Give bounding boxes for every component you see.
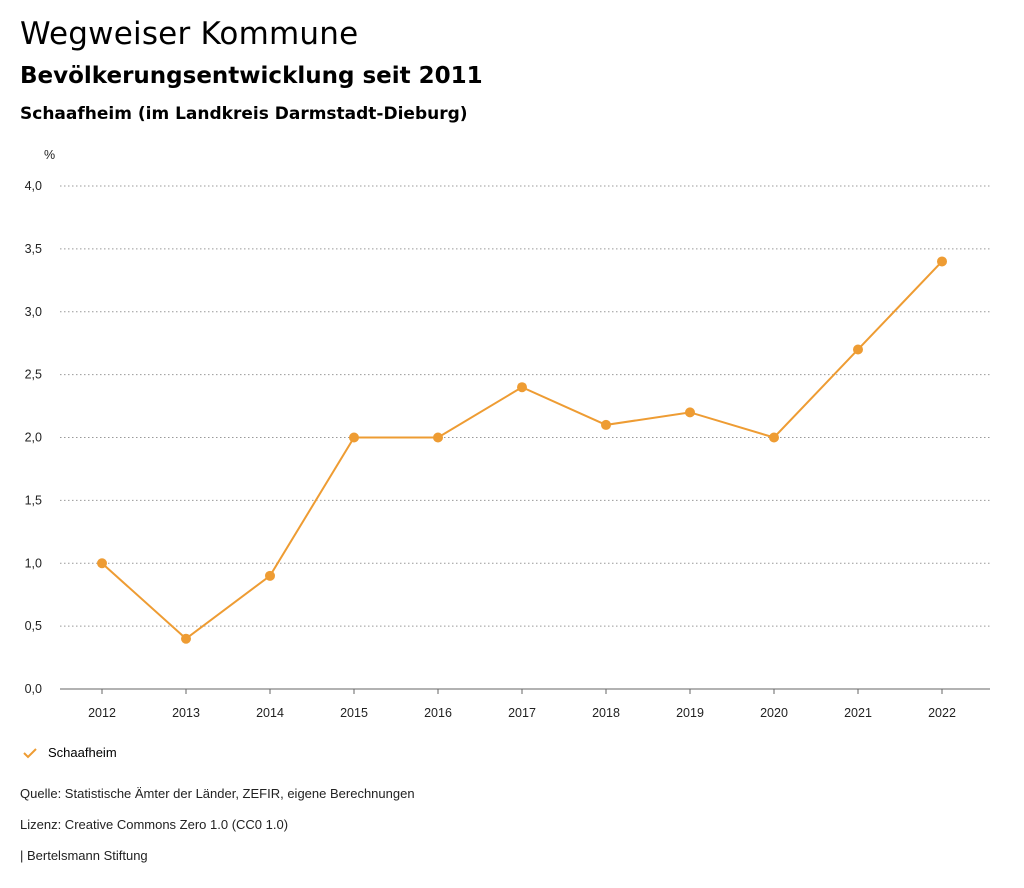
x-tick-label: 2020	[760, 706, 788, 720]
x-tick-label: 2019	[676, 706, 704, 720]
chart-subtitle: Bevölkerungsentwicklung seit 2011	[20, 63, 483, 89]
source-note: Quelle: Statistische Ämter der Länder, Z…	[20, 786, 415, 801]
data-point[interactable]	[181, 633, 191, 644]
x-tick-label: 2021	[844, 706, 872, 720]
data-point[interactable]	[433, 432, 443, 443]
y-tick-label: 2,0	[25, 431, 42, 445]
x-tick-label: 2012	[88, 706, 116, 720]
y-tick-label: 2,5	[25, 368, 42, 382]
x-axis-ticks: 2012 2013 2014 2015 2016 2017 2018 2019 2020 2021…	[88, 689, 956, 720]
y-tick-label: 3,0	[25, 305, 42, 319]
page-title: Wegweiser Kommune	[20, 16, 359, 52]
x-tick-label: 2017	[508, 706, 536, 720]
y-tick-label: 1,5	[25, 493, 42, 507]
region-label: Schaafheim (im Landkreis Darmstadt-Diebu…	[20, 104, 468, 124]
data-point[interactable]	[601, 419, 611, 430]
gridlines	[60, 185, 990, 690]
x-tick-label: 2015	[340, 706, 368, 720]
x-tick-label: 2018	[592, 706, 620, 720]
x-tick-label: 2013	[172, 706, 200, 720]
series-schaafheim	[97, 256, 947, 644]
y-tick-label: 0,0	[25, 682, 42, 696]
data-point[interactable]	[937, 256, 947, 267]
y-axis-ticks: 0,0 0,5 1,0 1,5 2,0 2,5 3,0 3,5 4,0	[25, 179, 42, 696]
y-axis-unit: %	[44, 148, 55, 162]
data-point[interactable]	[685, 407, 695, 418]
publisher-note: | Bertelsmann Stiftung	[20, 848, 148, 863]
x-tick-label: 2022	[928, 706, 956, 720]
data-point[interactable]	[265, 570, 275, 581]
data-point[interactable]	[517, 382, 527, 393]
check-icon	[23, 747, 37, 758]
data-point[interactable]	[853, 344, 863, 355]
series-line	[101, 260, 943, 640]
data-point[interactable]	[349, 432, 359, 443]
y-tick-label: 0,5	[25, 619, 42, 633]
legend-item-schaafheim[interactable]: Schaafheim	[22, 745, 117, 760]
legend-label: Schaafheim	[48, 745, 117, 760]
y-tick-label: 4,0	[25, 179, 42, 193]
license-note: Lizenz: Creative Commons Zero 1.0 (CC0 1…	[20, 817, 289, 832]
data-point[interactable]	[769, 432, 779, 443]
data-point[interactable]	[97, 558, 107, 569]
line-chart: 0,0 0,5 1,0 1,5 2,0 2,5 3,0 3,5 4,0 2012 2013 2014…	[25, 148, 990, 720]
x-tick-label: 2014	[256, 706, 284, 720]
y-tick-label: 1,0	[25, 556, 42, 570]
y-tick-label: 3,5	[25, 242, 42, 256]
x-tick-label: 2016	[424, 706, 452, 720]
